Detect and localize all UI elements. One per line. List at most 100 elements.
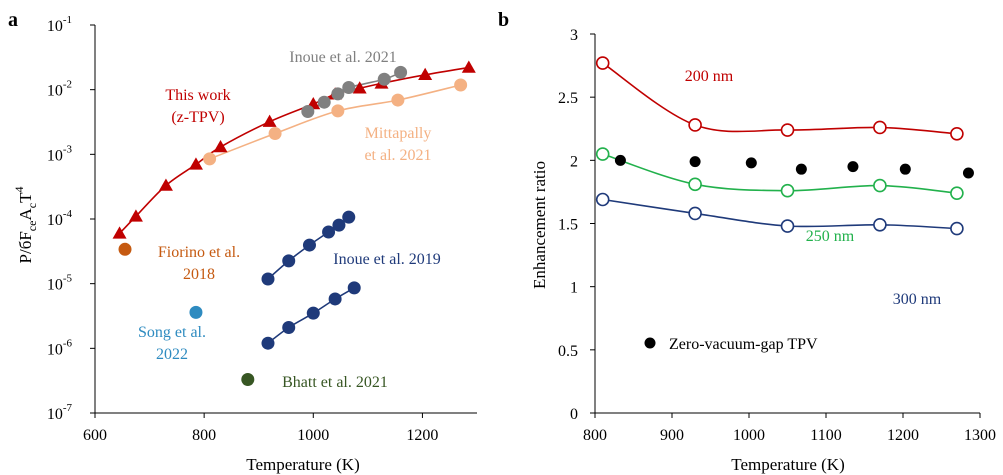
data-point-this-work-z-tpv [128,209,143,222]
data-point-250-nm [688,177,702,192]
data-point-this-work-z-tpv [188,157,203,170]
annotation-song-et-al-2022: 2022 [156,346,188,363]
panel-a-x-tick-label: 1200 [406,427,438,444]
data-point-inoue-et-al-2019 [347,281,361,295]
data-point-300-nm [595,192,610,207]
data-point-zero-vacuum-gap-tpv [745,157,757,169]
annotation-fiorino-et-al-2018: 2018 [183,266,215,283]
panel-b-y-tick-label: 0 [570,406,578,423]
data-point-inoue-et-al-2019 [282,254,296,268]
annotation-song-et-al-2022: Song et al. [138,324,206,341]
data-point-this-work-z-tpv [461,60,476,73]
annotation-fiorino-et-al-2018: Fiorino et al. [158,244,240,261]
panel-b-label: b [498,9,509,31]
annotation-inoue-et-al-2021: Inoue et al. 2021 [289,49,397,66]
panel-b-x-tick-label: 1100 [810,427,841,444]
panel-a-x-tick-label: 600 [83,427,107,444]
panel-b-x-axis-label: Temperature (K) [731,455,845,474]
data-point-song-et-al-2022 [189,305,203,319]
annotation-inoue-et-al-2019: Inoue et al. 2019 [333,251,441,268]
data-point-mittapally-et-al-2021 [391,93,405,107]
data-point-inoue-et-al-2019 [261,336,275,350]
panel-a-y-tick-label: 10-3 [47,143,73,164]
panel-a-y-axis-label: P/бFceAcT4 [12,187,39,264]
data-point-zero-vacuum-gap-tpv [847,161,859,173]
panel-a-x-axis-label: Temperature (K) [246,455,360,474]
data-point-inoue-et-al-2021 [301,104,315,118]
data-point-inoue-et-al-2019 [306,306,320,320]
annotation-this-work-z-tpv: (z-TPV) [171,109,224,126]
data-point-inoue-et-al-2019 [328,292,342,306]
data-point-mittapally-et-al-2021 [268,126,282,140]
panel-b-axes: 800 900 1000 1100 1200 1300 0 0.5 1 1.5 2 2.5 3 [558,27,996,444]
legend: Zero-vacuum-gap TPV [644,336,818,353]
data-point-this-work-z-tpv [262,114,277,127]
data-point-300-nm [780,219,795,233]
data-point-mittapally-et-al-2021 [454,78,468,92]
data-point-inoue-et-al-2019 [261,272,275,286]
data-point-this-work-z-tpv [213,139,228,153]
panel-b-y-tick-label: 3 [570,27,578,44]
panel-b-y-tick-label: 2.5 [558,90,578,107]
annotation-bhatt-et-al-2021: Bhatt et al. 2021 [282,374,388,391]
panel-a-x-tick-label: 800 [192,427,216,444]
data-point-200-nm [780,123,795,137]
panel-a-y-tick-label: 10-5 [47,273,73,294]
fit-line-200-nm [602,62,957,135]
panel-a-annotations: This work (z-TPV) Inoue et al. 2021 Mittapa… [138,49,441,391]
data-point-200-nm [950,127,964,141]
legend-label-zero-vacuum-gap-tpv: Zero-vacuum-gap TPV [669,336,818,353]
panel-b: b Enhancement ratio Temperature (K) 800 9… [498,9,996,474]
data-point-this-work-z-tpv [158,178,173,191]
panel-b-y-tick-label: 1.5 [558,217,578,234]
data-point-bhatt-et-al-2021 [241,372,255,386]
data-point-300-nm [950,221,964,236]
data-point-200-nm [595,56,610,70]
panel-a-y-tick-label: 10-1 [47,14,72,35]
data-point-zero-vacuum-gap-tpv [962,167,974,179]
panel-b-x-tick-label: 1200 [887,427,919,444]
data-point-inoue-et-al-2019 [302,238,316,252]
data-point-300-nm [688,206,702,221]
data-point-inoue-et-al-2019 [332,218,346,232]
data-point-this-work-z-tpv [112,226,127,239]
fit-line-300-nm [602,198,957,230]
data-point-inoue-et-al-2021 [331,87,345,101]
panel-b-x-tick-label: 1300 [964,427,996,444]
data-point-250-nm [780,183,795,198]
panel-b-fit-lines [602,62,957,230]
annotation-this-work-z-tpv: This work [165,87,230,104]
annotation-250-nm: 250 nm [806,228,855,245]
panel-a-y-tick-label: 10-7 [47,402,73,423]
data-point-inoue-et-al-2021 [317,95,331,109]
panel-b-y-axis-label: Enhancement ratio [530,161,549,289]
panel-a-label: a [8,9,18,31]
panel-a-y-tick-label: 10-2 [47,79,72,100]
annotation-300-nm: 300 nm [893,291,942,308]
panel-b-y-tick-label: 1 [570,280,578,297]
data-point-250-nm [595,147,610,161]
data-point-zero-vacuum-gap-tpv [689,156,701,168]
data-point-this-work-z-tpv [352,81,367,94]
annotation-mittapally-et-al-2021: Mittapally [365,125,432,142]
legend-marker-zero-vacuum-gap-tpv [644,337,656,349]
panel-a-x-tick-label: 1000 [297,427,329,444]
data-point-inoue-et-al-2021 [394,65,408,79]
data-point-200-nm [873,120,887,135]
data-point-200-nm [688,118,702,132]
data-point-inoue-et-al-2019 [282,320,296,334]
data-point-inoue-et-al-2019 [342,210,356,224]
data-point-this-work-z-tpv [418,67,433,81]
data-point-300-nm [873,217,887,232]
panel-b-x-tick-label: 800 [583,427,607,444]
panel-b-y-tick-label: 0.5 [558,343,578,360]
panel-a-y-tick-label: 10-4 [47,208,73,229]
panel-a: a P/бFceAcT4 Temperature (K) 600 800 1000 1… [8,9,477,474]
data-point-fiorino-et-al-2018 [118,242,132,256]
annotation-mittapally-et-al-2021: et al. 2021 [364,147,431,164]
panel-b-x-tick-label: 900 [660,427,684,444]
panel-b-data-points [595,56,974,236]
panel-b-annotations: 200 nm 250 nm 300 nm Zero-vacuum-gap TPV [644,68,942,353]
panel-a-y-axis-label-text: P/бFceAcT4 [12,187,39,264]
